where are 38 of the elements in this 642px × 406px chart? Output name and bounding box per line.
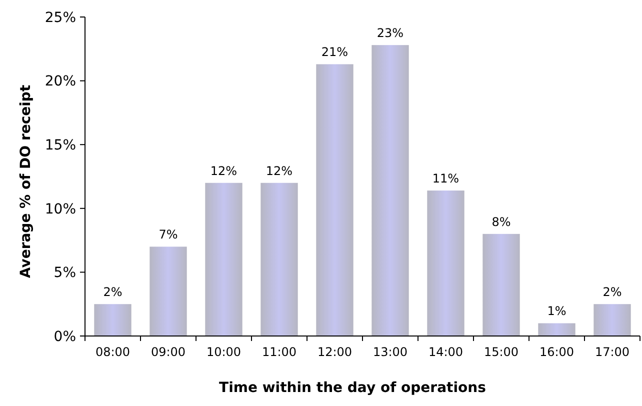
data-label: 2% xyxy=(103,285,122,300)
x-tick-label: 08:00 xyxy=(95,345,130,359)
y-tick-label: 5% xyxy=(54,265,76,282)
x-tick-label: 15:00 xyxy=(484,345,519,359)
y-tick-label: 15% xyxy=(44,138,76,154)
x-tick-label: 12:00 xyxy=(317,345,352,359)
bar xyxy=(594,304,631,336)
x-tick-label: 11:00 xyxy=(262,345,297,359)
data-label: 23% xyxy=(376,26,404,40)
bar xyxy=(372,45,409,336)
bar xyxy=(482,234,520,336)
x-tick-label: 09:00 xyxy=(150,345,186,359)
data-label: 12% xyxy=(210,164,238,178)
bar xyxy=(427,190,464,336)
x-tick-label: 14:00 xyxy=(428,345,464,359)
bar xyxy=(94,304,132,336)
y-tick-label: 10% xyxy=(44,201,76,218)
x-tick-label: 13:00 xyxy=(372,345,408,359)
y-tick-label: 0% xyxy=(54,328,76,345)
bar xyxy=(316,64,354,336)
y-tick-label: 25% xyxy=(44,10,76,26)
data-label: 11% xyxy=(432,172,460,186)
x-tick-label: 16:00 xyxy=(539,345,574,359)
x-tick-label: 17:00 xyxy=(594,345,630,359)
bar xyxy=(260,182,298,336)
x-tick-label: 10:00 xyxy=(206,345,242,359)
data-label: 21% xyxy=(321,45,348,60)
data-label: 12% xyxy=(266,164,293,178)
y-tick-label: 20% xyxy=(44,74,76,90)
y-axis-title: Average % of DO receipt xyxy=(18,84,34,278)
data-label: 7% xyxy=(158,228,178,242)
bar xyxy=(150,246,187,336)
bar xyxy=(538,323,576,336)
x-axis-title: Time within the day of operations xyxy=(219,380,486,396)
data-label: 2% xyxy=(602,285,622,300)
data-label: 8% xyxy=(492,214,511,229)
data-label: 1% xyxy=(547,304,566,318)
bar xyxy=(205,182,242,336)
